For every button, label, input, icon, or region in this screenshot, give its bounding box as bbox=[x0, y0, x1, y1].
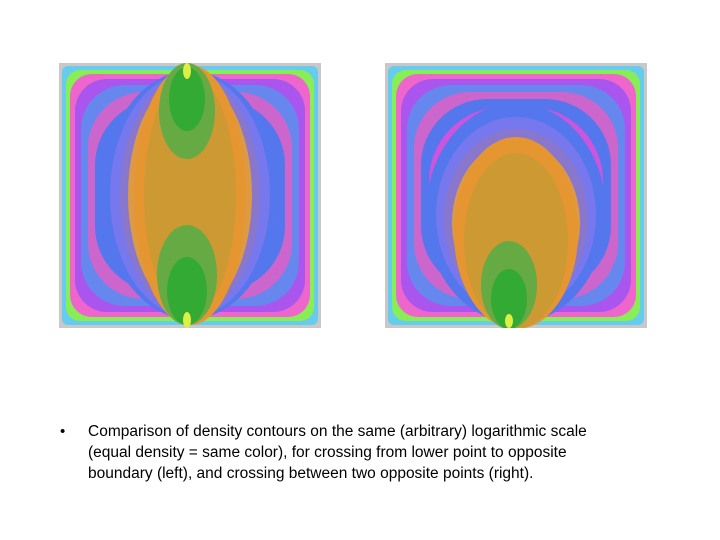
left-top-source-point bbox=[183, 63, 191, 79]
left-bottom-source-point bbox=[183, 312, 191, 328]
caption-text: Comparison of density contours on the sa… bbox=[88, 423, 587, 482]
left-bottom-lobe-inner bbox=[167, 257, 207, 325]
density-contour-plot-left bbox=[59, 63, 321, 328]
density-contour-image-right bbox=[385, 63, 647, 328]
right-bottom-lobe-inner bbox=[491, 269, 527, 328]
density-contour-plot-right bbox=[385, 63, 647, 328]
right-bottom-source-point bbox=[505, 314, 513, 328]
left-top-lobe-inner bbox=[169, 67, 205, 131]
density-contour-image-left bbox=[59, 63, 321, 328]
bullet-marker: • bbox=[60, 423, 66, 440]
